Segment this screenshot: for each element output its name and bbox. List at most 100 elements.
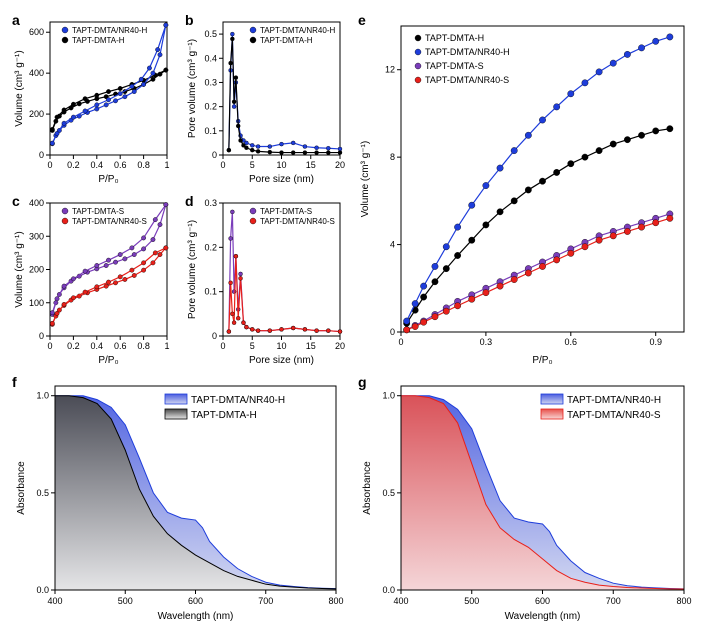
svg-text:20: 20 — [335, 160, 345, 170]
panel-g: g4005006007008000.00.51.0Wavelength (nm)… — [356, 372, 696, 622]
svg-text:200: 200 — [29, 109, 44, 119]
svg-text:Absorbance: Absorbance — [16, 461, 27, 515]
svg-text:Pore size (nm): Pore size (nm) — [249, 355, 314, 366]
svg-text:Wavelength (nm): Wavelength (nm) — [158, 611, 234, 622]
svg-text:0.5: 0.5 — [382, 488, 395, 498]
svg-text:Volume (cm³ g⁻¹): Volume (cm³ g⁻¹) — [360, 141, 371, 217]
svg-text:0: 0 — [47, 160, 52, 170]
svg-text:8: 8 — [390, 152, 395, 162]
svg-text:0.3: 0.3 — [480, 337, 493, 347]
panel-label-b: b — [185, 12, 194, 28]
svg-text:Pore volume (cm³ g⁻¹): Pore volume (cm³ g⁻¹) — [187, 220, 198, 319]
svg-text:TAPT-DMTA/NR40-S: TAPT-DMTA/NR40-S — [425, 75, 509, 85]
svg-text:0: 0 — [212, 150, 217, 160]
svg-text:TAPT-DMTA-H: TAPT-DMTA-H — [72, 36, 125, 45]
svg-text:0.4: 0.4 — [91, 341, 104, 351]
svg-text:0.1: 0.1 — [204, 126, 217, 136]
figure-grid: a00.20.40.60.810200400600P/P₀Volume (cm³… — [10, 10, 704, 622]
svg-text:5: 5 — [250, 160, 255, 170]
svg-text:0: 0 — [390, 327, 395, 337]
panel-label-e: e — [358, 12, 366, 28]
panel-f: f4005006007008000.00.51.0Wavelength (nm)… — [10, 372, 348, 622]
svg-text:5: 5 — [250, 341, 255, 351]
svg-text:Pore volume (cm³ g⁻¹): Pore volume (cm³ g⁻¹) — [187, 39, 198, 138]
svg-text:0: 0 — [39, 331, 44, 341]
panel-d: d0510152000.10.20.3Pore size (nm)Pore vo… — [183, 191, 348, 366]
svg-text:0.0: 0.0 — [382, 585, 395, 595]
svg-text:P/P₀: P/P₀ — [98, 355, 118, 366]
svg-text:600: 600 — [535, 596, 550, 606]
svg-text:0.5: 0.5 — [204, 29, 217, 39]
svg-text:500: 500 — [118, 596, 133, 606]
svg-text:0.4: 0.4 — [91, 160, 104, 170]
svg-text:0.2: 0.2 — [204, 102, 217, 112]
svg-text:600: 600 — [29, 27, 44, 37]
panel-b: b 0 5 10 15 20 0 0.1 0.2 0.3 0.4 0.5 Pore size (nm) P… — [183, 10, 348, 185]
svg-text:TAPT-DMTA/NR40-H: TAPT-DMTA/NR40-H — [425, 47, 510, 57]
svg-text:400: 400 — [29, 198, 44, 208]
svg-text:0.2: 0.2 — [67, 160, 80, 170]
svg-text:0: 0 — [398, 337, 403, 347]
panel-e: e 0 0.3 0.6 0.9 0 4 8 12 P/P₀ Volume (cm³ g⁻¹) TAPT… — [356, 10, 696, 366]
svg-text:20: 20 — [335, 341, 345, 351]
svg-text:0.0: 0.0 — [36, 585, 49, 595]
svg-text:0.4: 0.4 — [204, 53, 217, 63]
svg-text:0.8: 0.8 — [137, 341, 150, 351]
svg-text:TAPT-DMTA/NR40-H: TAPT-DMTA/NR40-H — [260, 26, 335, 35]
panel-label-c: c — [12, 193, 20, 209]
svg-text:TAPT-DMTA-S: TAPT-DMTA-S — [260, 207, 312, 216]
svg-text:TAPT-DMTA/NR40-H: TAPT-DMTA/NR40-H — [567, 395, 661, 406]
panel-a: a00.20.40.60.810200400600P/P₀Volume (cm³… — [10, 10, 175, 185]
panel-c: c00.20.40.60.810100200300400P/P₀Volume (… — [10, 191, 175, 366]
svg-text:100: 100 — [29, 298, 44, 308]
svg-text:0.2: 0.2 — [67, 341, 80, 351]
svg-text:200: 200 — [29, 265, 44, 275]
svg-text:0: 0 — [212, 331, 217, 341]
svg-text:10: 10 — [276, 341, 286, 351]
svg-text:800: 800 — [328, 596, 343, 606]
svg-text:4: 4 — [390, 240, 395, 250]
svg-text:TAPT-DMTA-H: TAPT-DMTA-H — [191, 410, 257, 421]
svg-text:0: 0 — [47, 341, 52, 351]
svg-text:Pore size (nm): Pore size (nm) — [249, 174, 314, 185]
svg-text:Absorbance: Absorbance — [362, 461, 373, 515]
svg-text:500: 500 — [464, 596, 479, 606]
svg-text:P/P₀: P/P₀ — [532, 355, 552, 366]
svg-text:0: 0 — [39, 150, 44, 160]
svg-text:12: 12 — [385, 65, 395, 75]
svg-text:0.2: 0.2 — [204, 242, 217, 252]
svg-text:TAPT-DMTA/NR40-H: TAPT-DMTA/NR40-H — [191, 395, 285, 406]
svg-text:0.6: 0.6 — [565, 337, 578, 347]
svg-text:TAPT-DMTA/NR40-S: TAPT-DMTA/NR40-S — [72, 217, 147, 226]
svg-text:TAPT-DMTA-H: TAPT-DMTA-H — [425, 33, 484, 43]
svg-text:15: 15 — [306, 160, 316, 170]
panel-label-f: f — [12, 374, 17, 390]
svg-text:0.1: 0.1 — [204, 287, 217, 297]
svg-text:1: 1 — [164, 160, 169, 170]
svg-text:10: 10 — [276, 160, 286, 170]
svg-text:400: 400 — [47, 596, 62, 606]
panel-label-a: a — [12, 12, 20, 28]
svg-text:800: 800 — [676, 596, 691, 606]
svg-text:0.9: 0.9 — [649, 337, 662, 347]
svg-text:Wavelength (nm): Wavelength (nm) — [505, 611, 581, 622]
svg-text:700: 700 — [606, 596, 621, 606]
svg-text:TAPT-DMTA/NR40-H: TAPT-DMTA/NR40-H — [72, 26, 147, 35]
svg-text:0.6: 0.6 — [114, 160, 127, 170]
svg-text:0.5: 0.5 — [36, 488, 49, 498]
svg-text:TAPT-DMTA-S: TAPT-DMTA-S — [425, 61, 484, 71]
svg-text:0.8: 0.8 — [137, 160, 150, 170]
svg-text:0.6: 0.6 — [114, 341, 127, 351]
svg-text:15: 15 — [306, 341, 316, 351]
svg-text:0.3: 0.3 — [204, 198, 217, 208]
svg-text:300: 300 — [29, 231, 44, 241]
svg-text:Volume (cm³ g⁻¹): Volume (cm³ g⁻¹) — [14, 231, 25, 307]
svg-text:1.0: 1.0 — [36, 391, 49, 401]
svg-text:0: 0 — [220, 160, 225, 170]
svg-text:TAPT-DMTA/NR40-S: TAPT-DMTA/NR40-S — [567, 410, 661, 421]
svg-text:700: 700 — [258, 596, 273, 606]
svg-text:0.3: 0.3 — [204, 77, 217, 87]
svg-text:TAPT-DMTA-H: TAPT-DMTA-H — [260, 36, 313, 45]
panel-label-d: d — [185, 193, 194, 209]
svg-text:1.0: 1.0 — [382, 391, 395, 401]
